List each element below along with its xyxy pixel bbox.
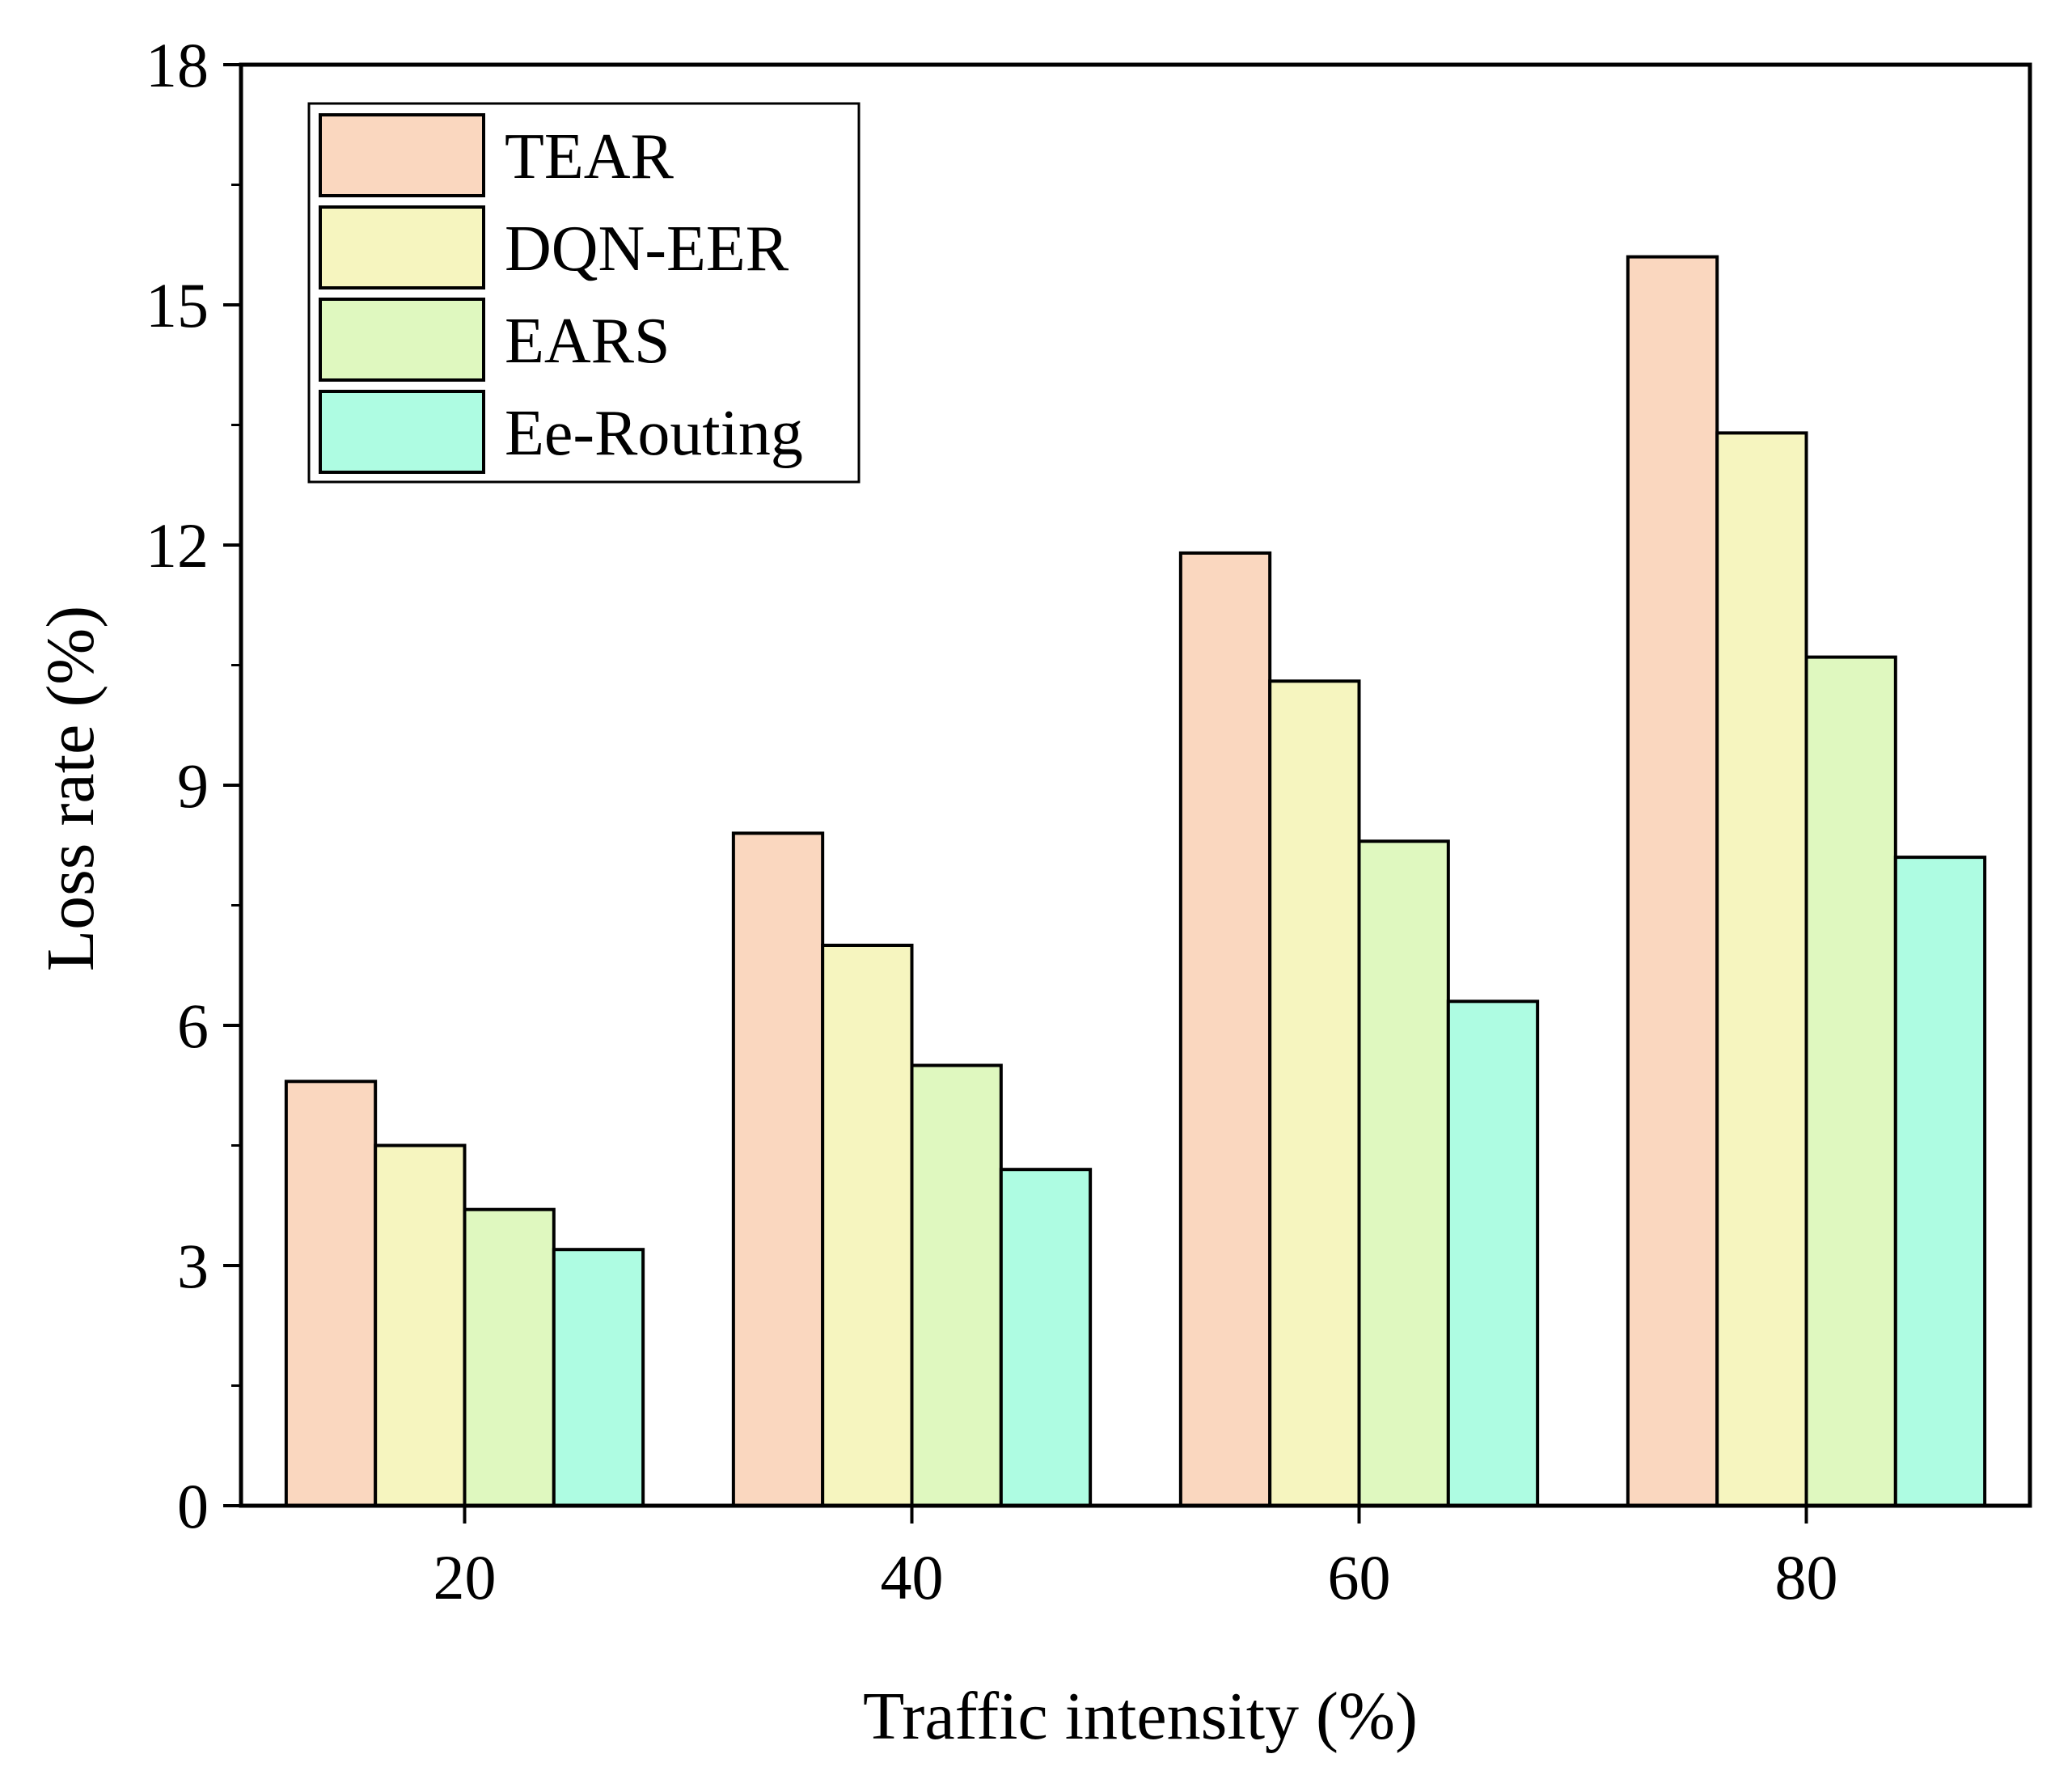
x-tick-label: 80 bbox=[1775, 1542, 1838, 1612]
legend-swatch-tear bbox=[319, 113, 485, 197]
y-axis-title: Loss rate (%) bbox=[33, 606, 108, 971]
bar-tear-80 bbox=[1626, 255, 1719, 1508]
legend-label-dqn-eer: DQN-EER bbox=[505, 213, 789, 285]
x-tick-label: 60 bbox=[1328, 1542, 1391, 1612]
y-tick-label: 15 bbox=[146, 270, 209, 340]
legend-label-tear: TEAR bbox=[505, 121, 674, 192]
bar-ee-routing-20 bbox=[552, 1248, 645, 1507]
legend-swatch-ee-routing bbox=[319, 390, 485, 474]
legend-label-ears: EARS bbox=[505, 306, 670, 377]
bars-layer bbox=[284, 255, 1987, 1508]
bar-tear-40 bbox=[731, 831, 825, 1507]
bar-dqn-eer-60 bbox=[1268, 679, 1361, 1507]
legend: TEAR DQN-EER EARS Ee-Routing bbox=[307, 102, 861, 484]
y-tick-label: 9 bbox=[177, 750, 209, 821]
x-tick-label: 20 bbox=[433, 1542, 497, 1612]
legend-label-ee-routing: Ee-Routing bbox=[505, 398, 803, 469]
bar-ee-routing-40 bbox=[999, 1168, 1093, 1507]
bar-ee-routing-60 bbox=[1446, 999, 1540, 1508]
bar-tear-60 bbox=[1178, 551, 1272, 1507]
y-tick-label: 0 bbox=[177, 1471, 209, 1541]
y-tick-label: 3 bbox=[177, 1231, 209, 1301]
bar-ears-20 bbox=[463, 1207, 556, 1507]
bar-ears-80 bbox=[1804, 655, 1897, 1507]
legend-swatch-ears bbox=[319, 298, 485, 382]
x-tick-label: 40 bbox=[881, 1542, 944, 1612]
bar-dqn-eer-80 bbox=[1715, 431, 1808, 1507]
bar-dqn-eer-20 bbox=[374, 1143, 467, 1507]
bar-ears-40 bbox=[910, 1063, 1003, 1507]
legend-swatch-dqn-eer bbox=[319, 205, 485, 289]
bar-ee-routing-80 bbox=[1893, 856, 1987, 1507]
y-tick-label: 12 bbox=[146, 510, 209, 581]
bar-tear-20 bbox=[284, 1080, 378, 1508]
bar-dqn-eer-40 bbox=[821, 944, 914, 1507]
y-tick-label: 18 bbox=[146, 30, 209, 100]
x-axis-title: Traffic intensity (%) bbox=[863, 1679, 1418, 1754]
ticks-layer: 20 40 60 80 0 3 6 9 12 15 18 bbox=[146, 30, 1838, 1612]
y-tick-label: 6 bbox=[177, 991, 209, 1061]
bar-ears-60 bbox=[1357, 839, 1450, 1508]
